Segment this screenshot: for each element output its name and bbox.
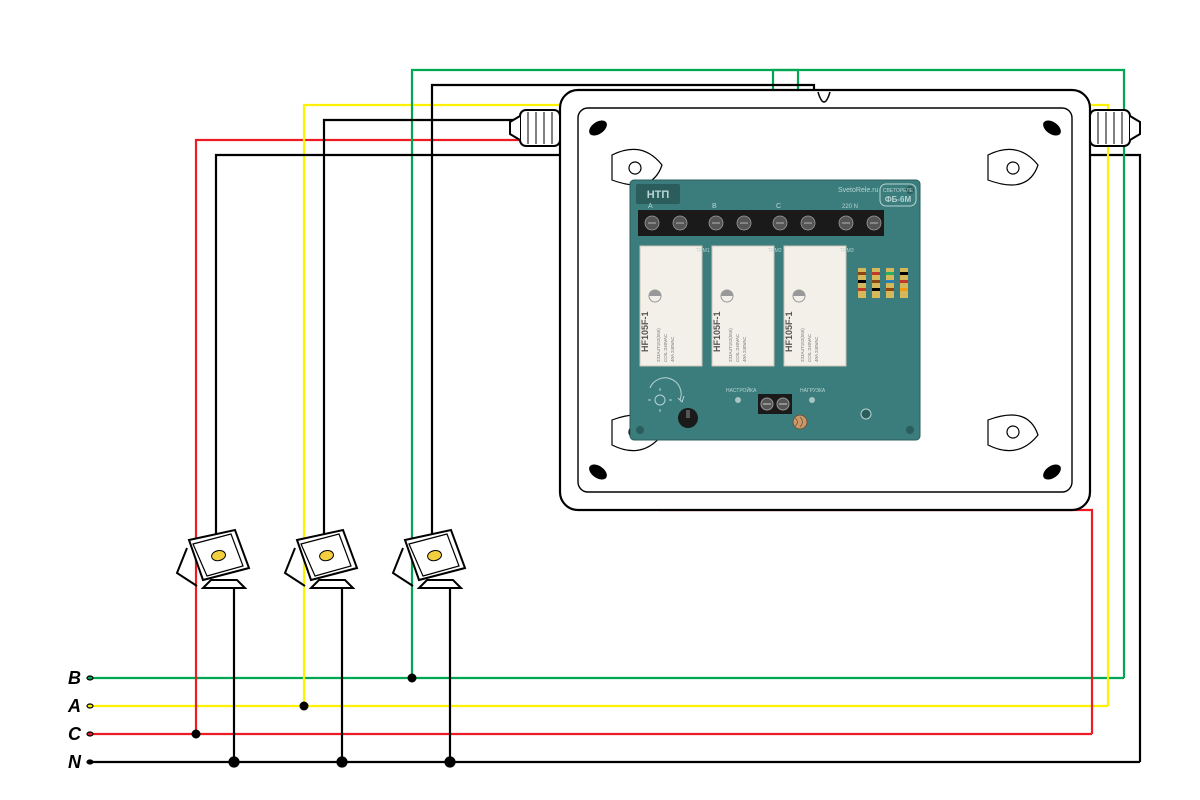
svg-text:HF105F-1: HF105F-1 xyxy=(784,311,794,352)
svg-text:НАСТРОЙКА: НАСТРОЙКА xyxy=(726,386,757,394)
svg-text:HF105F-1: HF105F-1 xyxy=(712,311,722,352)
relay-2: HF105F-1 233A4T152(555) COIL:240VAC 40A … xyxy=(712,246,782,366)
svg-text:A: A xyxy=(648,203,653,210)
svg-text:COIL:240VAC: COIL:240VAC xyxy=(807,333,812,362)
junction-a-2 xyxy=(300,702,309,711)
label-n: N xyxy=(68,752,82,772)
phase-lines xyxy=(87,676,1140,764)
floodlight-2 xyxy=(285,530,357,588)
svg-text:TRM3: TRM3 xyxy=(840,248,854,254)
model-badge: СВЕТОРЕЛЕ ФБ-6М xyxy=(880,184,916,206)
phase-labels: B A C N xyxy=(67,668,82,772)
cable-gland-right xyxy=(1090,110,1140,146)
floodlight-3 xyxy=(393,530,465,588)
svg-text:40A 240VAC: 40A 240VAC xyxy=(742,336,747,362)
relays: HF105F-1 233A4T152(555) COIL:240VAC 40A … xyxy=(640,246,854,366)
svg-text:TRM1: TRM1 xyxy=(696,248,710,254)
svg-text:ФБ-6М: ФБ-6М xyxy=(885,195,912,204)
svg-text:C: C xyxy=(776,203,781,210)
floodlights xyxy=(177,530,465,588)
svg-text:COIL:240VAC: COIL:240VAC xyxy=(735,333,740,362)
label-b: B xyxy=(68,668,81,688)
floodlight-1 xyxy=(177,530,249,588)
label-c: C xyxy=(68,724,82,744)
svg-text:233A4T152(555): 233A4T152(555) xyxy=(800,328,805,362)
pcb-site: SvetoRele.ru xyxy=(838,187,879,194)
svg-text:233A4T152(555): 233A4T152(555) xyxy=(656,328,661,362)
svg-text:СВЕТОРЕЛЕ: СВЕТОРЕЛЕ xyxy=(883,188,914,194)
pcb: НТП SvetoRele.ru СВЕТОРЕЛЕ ФБ-6М A B xyxy=(630,180,920,440)
svg-text:220 N: 220 N xyxy=(842,204,858,210)
svg-text:TRM2: TRM2 xyxy=(768,248,782,254)
svg-text:40A 240VAC: 40A 240VAC xyxy=(670,336,675,362)
svg-text:B: B xyxy=(712,203,717,210)
relay-3: HF105F-1 233A4T152(555) COIL:240VAC 40A … xyxy=(784,246,854,366)
svg-text:233A4T152(555): 233A4T152(555) xyxy=(728,328,733,362)
svg-text:40A 240VAC: 40A 240VAC xyxy=(814,336,819,362)
line-terminals xyxy=(87,676,93,764)
junction-c-1 xyxy=(192,730,201,739)
junction-b-3 xyxy=(408,674,417,683)
wiring-diagram-svg: НТП SvetoRele.ru СВЕТОРЕЛЕ ФБ-6М A B xyxy=(0,0,1200,800)
svg-text:HF105F-1: HF105F-1 xyxy=(640,311,650,352)
pcb-brand: НТП xyxy=(647,189,670,201)
relay-1: HF105F-1 233A4T152(555) COIL:240VAC 40A … xyxy=(640,246,710,366)
svg-text:НАГРУЗКА: НАГРУЗКА xyxy=(800,388,826,394)
svg-text:COIL:240VAC: COIL:240VAC xyxy=(663,333,668,362)
label-a: A xyxy=(67,696,81,716)
